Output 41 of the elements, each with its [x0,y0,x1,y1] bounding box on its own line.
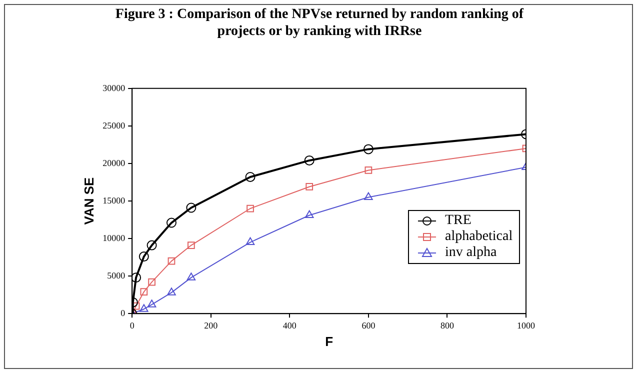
y-tick-label: 15000 [102,195,126,206]
x-tick-label: 0 [130,320,135,330]
point [168,257,176,265]
point [304,155,314,166]
point [304,210,314,218]
chart-title: Figure 3 : Comparison of the NPVse returned by random ranking of projects or by ranking with IRRse [114,6,525,40]
point [364,166,372,174]
legend-label: alphabetical [445,228,513,245]
point [364,192,373,200]
point [188,242,195,249]
y-tick-label: 30000 [102,82,126,93]
x-tick-label: 400 [282,320,297,330]
point [167,288,176,296]
point [148,278,156,286]
y-tick-label: 20000 [102,158,126,168]
legend-label: TRE [445,212,472,229]
point [246,204,254,212]
x-axis-title: F [325,334,334,349]
point [363,144,374,154]
x-tick-label: 800 [440,320,454,330]
point [132,272,142,283]
x-tick-label: 600 [362,320,376,330]
y-tick-label: 5000 [107,270,126,280]
y-axis-title: VAN SE [81,176,96,225]
point [306,183,314,190]
y-tick-label: 10000 [102,232,126,243]
point [186,272,196,280]
x-tick-label: 200 [204,320,218,330]
point [186,202,196,213]
legend-label: inv alpha [445,244,497,261]
y-tick-label: 25000 [102,120,126,130]
point [166,218,176,228]
point [138,252,149,262]
point [147,300,156,308]
point [140,304,148,312]
point [140,288,148,296]
point [146,240,157,250]
x-tick-label: 1000 [517,320,536,330]
point [246,237,255,246]
point [245,172,256,182]
y-tick-label: 0 [120,308,126,318]
